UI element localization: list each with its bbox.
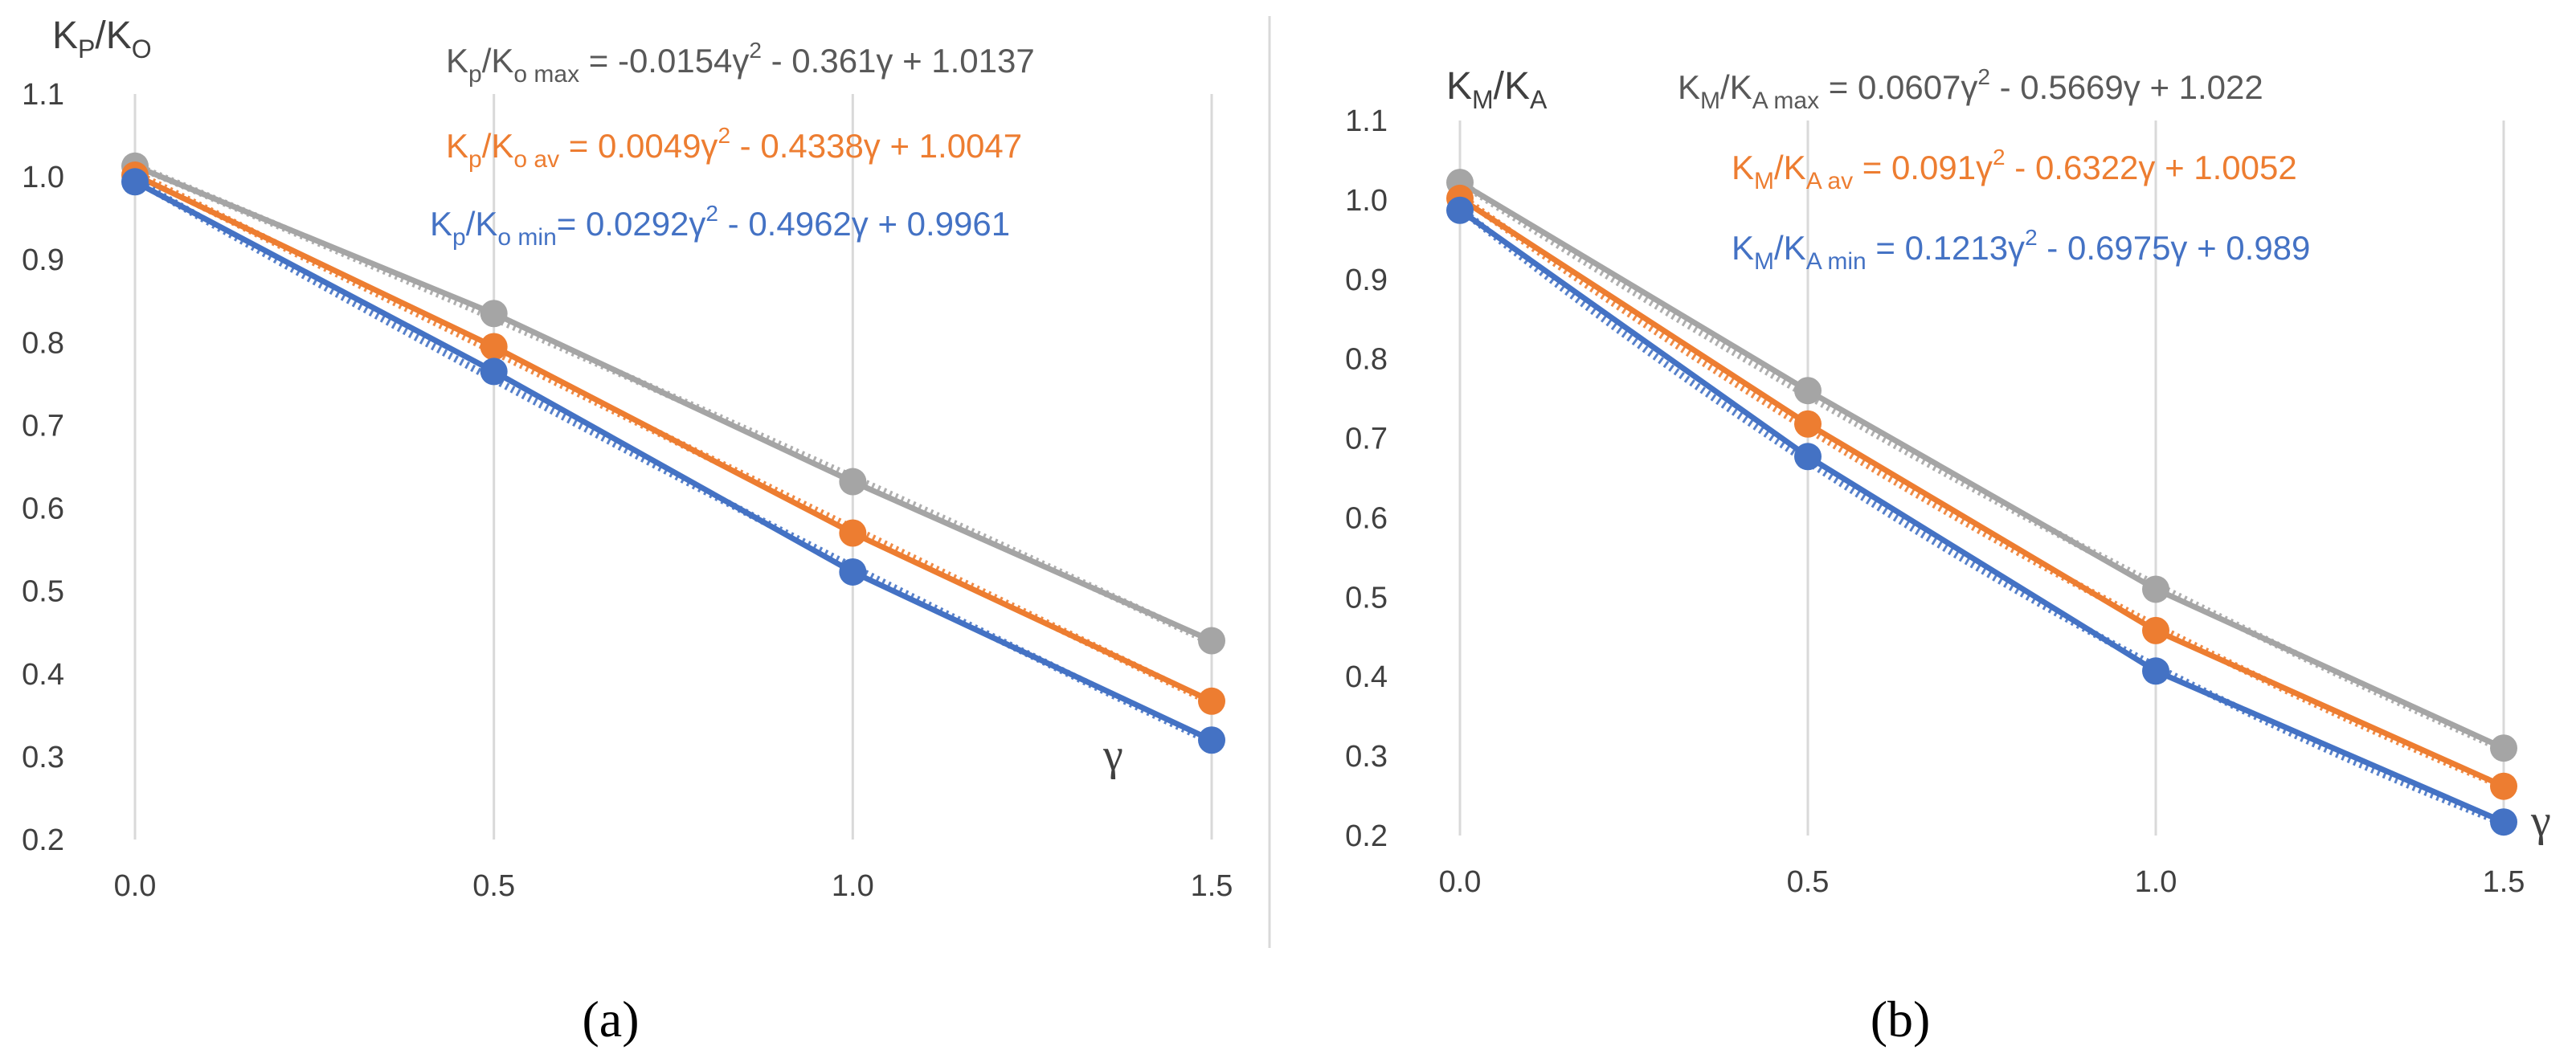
y-tick-label: 0.5 xyxy=(22,575,64,609)
y-tick-label: 1.0 xyxy=(1345,184,1388,218)
x-tick-label: 0.0 xyxy=(114,869,157,903)
data-point-av xyxy=(2490,772,2517,800)
y-tick-label: 0.6 xyxy=(22,492,64,526)
x-tick-label: 1.0 xyxy=(832,869,874,903)
x-axis-label: γ xyxy=(1102,730,1123,780)
x-tick-label: 0.5 xyxy=(472,869,515,903)
series-line-max xyxy=(1458,180,2505,751)
y-tick-label: 0.2 xyxy=(1345,819,1388,853)
y-tick-label: 0.5 xyxy=(1345,581,1388,615)
x-tick-label: 0.5 xyxy=(1787,865,1830,899)
y-tick-label: 0.8 xyxy=(22,326,64,360)
y-axis-label: KP/KO xyxy=(52,14,152,63)
y-tick-label: 0.7 xyxy=(22,409,64,443)
data-point-av xyxy=(1794,410,1822,438)
data-point-min xyxy=(480,357,508,386)
data-point-av xyxy=(2142,616,2169,644)
data-point-max xyxy=(2142,575,2169,603)
series-line-min xyxy=(133,179,1213,743)
y-tick-label: 0.4 xyxy=(22,658,64,692)
x-tick-label: 0.0 xyxy=(1439,865,1482,899)
data-point-max xyxy=(839,468,867,496)
series-min xyxy=(1446,196,2517,836)
data-point-av xyxy=(1198,687,1225,715)
data-point-min xyxy=(1446,196,1474,224)
data-point-min xyxy=(1198,726,1225,754)
series-max xyxy=(121,152,1225,655)
data-point-min xyxy=(2142,657,2169,685)
y-tick-label: 0.7 xyxy=(1345,423,1388,456)
equation-max: Kp/Ko max = -0.0154γ2 - 0.361γ + 1.0137 xyxy=(446,38,1035,88)
y-tick-label: 0.2 xyxy=(22,823,64,857)
y-tick-label: 0.4 xyxy=(1345,660,1388,694)
data-point-av xyxy=(839,519,867,547)
equation-min: KM/KA min = 0.1213γ2 - 0.6975γ + 0.989 xyxy=(1732,225,2310,275)
y-axis-label: KM/KA xyxy=(1446,65,1548,114)
y-tick-label: 0.8 xyxy=(1345,343,1388,377)
y-tick-label: 1.1 xyxy=(22,78,64,112)
x-tick-label: 1.5 xyxy=(2483,865,2525,899)
y-tick-label: 0.9 xyxy=(22,243,64,277)
data-point-min xyxy=(839,558,867,586)
data-point-max xyxy=(2490,734,2517,762)
equation-av: KM/KA av = 0.091γ2 - 0.6322γ + 1.0052 xyxy=(1732,145,2297,194)
series-line-max xyxy=(133,163,1213,643)
chart-a: 0.2 0.3 0.4 0.5 0.6 0.7 0.8 0.9 1.0 1.1 0.0 0.5 1.0 1… xyxy=(22,14,1233,1048)
data-point-min xyxy=(1794,443,1822,471)
x-tick-label: 1.5 xyxy=(1191,869,1233,903)
y-tick-label: 1.1 xyxy=(1345,104,1388,138)
series-min xyxy=(121,168,1225,754)
data-point-max xyxy=(1794,377,1822,405)
y-tick-label: 0.6 xyxy=(1345,501,1388,535)
data-point-av xyxy=(480,333,508,361)
y-tick-label: 0.3 xyxy=(1345,740,1388,774)
series-line-av xyxy=(1458,195,2505,789)
data-point-min xyxy=(121,168,149,196)
panel-label: (a) xyxy=(582,991,639,1048)
chart-b: 0.2 0.3 0.4 0.5 0.6 0.7 0.8 0.9 1.0 1.1 0.0 0.5 1.0 1… xyxy=(1345,64,2551,1048)
equation-av: Kp/Ko av = 0.0049γ2 - 0.4338γ + 1.0047 xyxy=(446,123,1022,173)
series-av xyxy=(121,161,1225,715)
panel-label: (b) xyxy=(1871,991,1931,1048)
data-point-max xyxy=(1198,627,1225,655)
data-point-max xyxy=(480,300,508,328)
x-tick-label: 1.0 xyxy=(2135,865,2177,899)
equation-max: KM/KA max = 0.0607γ2 - 0.5669γ + 1.022 xyxy=(1678,64,2263,114)
y-tick-label: 1.0 xyxy=(22,161,64,194)
trendline-max xyxy=(1458,179,2505,754)
data-point-min xyxy=(2490,808,2517,836)
trendline-min xyxy=(1458,206,2505,827)
series-line-av xyxy=(133,172,1213,704)
x-axis-label: γ xyxy=(2530,796,2551,846)
y-tick-label: 0.9 xyxy=(1345,264,1388,297)
equation-min: Kp/Ko min= 0.0292γ2 - 0.4962γ + 0.9961 xyxy=(430,201,1010,251)
series-line-min xyxy=(1458,207,2505,825)
y-tick-label: 0.3 xyxy=(22,741,64,774)
